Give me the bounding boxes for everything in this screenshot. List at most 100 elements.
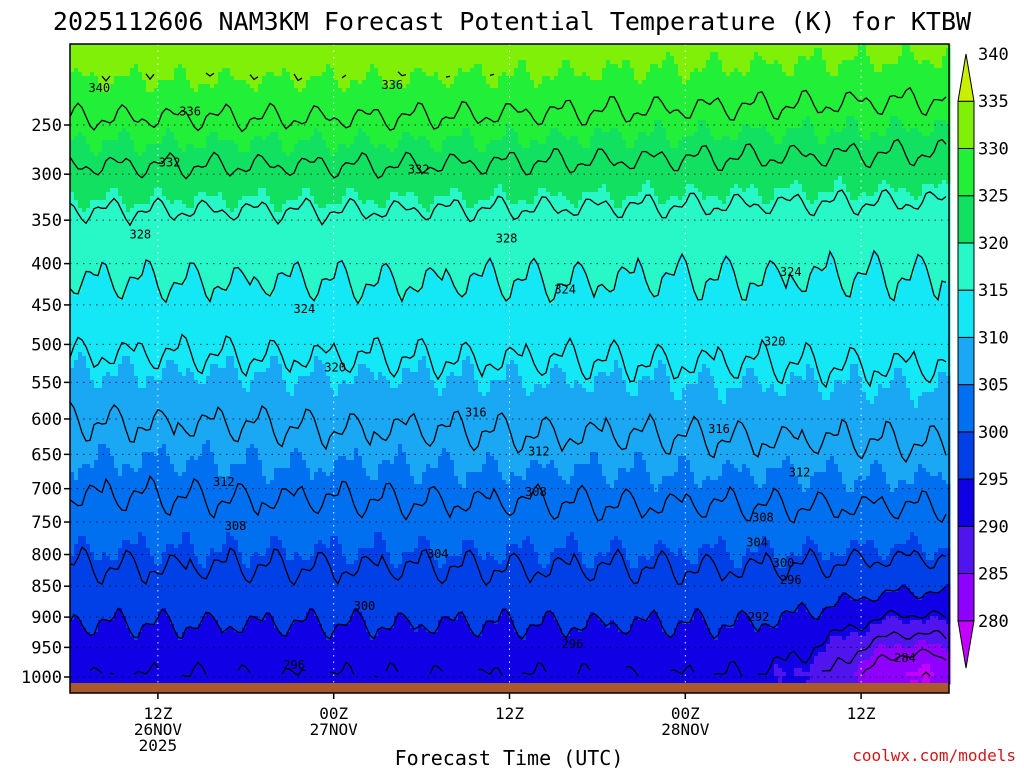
field-cell bbox=[82, 672, 87, 677]
field-cell bbox=[74, 192, 79, 197]
field-cell bbox=[74, 240, 79, 245]
field-cell bbox=[90, 504, 95, 509]
field-cell bbox=[78, 200, 83, 205]
field-cell bbox=[82, 364, 87, 369]
field-cell bbox=[78, 396, 83, 401]
field-cell bbox=[86, 244, 91, 249]
field-cell bbox=[74, 200, 79, 205]
field-cell bbox=[98, 232, 103, 237]
field-cell bbox=[86, 524, 91, 529]
field-cell bbox=[82, 80, 87, 85]
field-cell bbox=[90, 264, 95, 269]
field-cell bbox=[98, 328, 103, 333]
field-cell bbox=[90, 324, 95, 329]
field-cell bbox=[90, 136, 95, 141]
field-cell bbox=[94, 224, 99, 229]
field-cell bbox=[82, 392, 87, 397]
field-cell bbox=[102, 176, 107, 181]
field-cell bbox=[98, 156, 103, 161]
field-cell bbox=[74, 72, 79, 77]
field-cell bbox=[94, 496, 99, 501]
field-cell bbox=[86, 308, 91, 313]
field-cell bbox=[78, 296, 83, 301]
field-cell bbox=[74, 448, 79, 453]
field-cell bbox=[82, 264, 87, 269]
field-cell bbox=[74, 320, 79, 325]
field-cell bbox=[74, 440, 79, 445]
field-cell bbox=[94, 448, 99, 453]
field-cell bbox=[74, 628, 79, 633]
field-cell bbox=[98, 404, 103, 409]
field-cell bbox=[82, 284, 87, 289]
field-cell bbox=[86, 324, 91, 329]
field-cell bbox=[94, 504, 99, 509]
field-cell bbox=[78, 356, 83, 361]
field-cell bbox=[90, 612, 95, 617]
field-cell bbox=[82, 460, 87, 465]
field-cell bbox=[102, 116, 107, 121]
field-cell bbox=[82, 456, 87, 461]
field-cell bbox=[90, 104, 95, 109]
field-cell bbox=[86, 252, 91, 257]
field-cell bbox=[94, 144, 99, 149]
field-cell bbox=[86, 208, 91, 213]
field-cell bbox=[86, 500, 91, 505]
field-cell bbox=[78, 324, 83, 329]
field-cell bbox=[94, 476, 99, 481]
field-cell bbox=[90, 460, 95, 465]
field-cell bbox=[98, 464, 103, 469]
field-cell bbox=[82, 76, 87, 81]
field-cell bbox=[90, 96, 95, 101]
field-cell bbox=[94, 200, 99, 205]
field-cell bbox=[86, 504, 91, 509]
field-cell bbox=[74, 532, 79, 537]
field-cell bbox=[98, 508, 103, 513]
field-cell bbox=[90, 596, 95, 601]
field-cell bbox=[78, 92, 83, 97]
field-cell bbox=[98, 352, 103, 357]
field-cell bbox=[82, 416, 87, 421]
field-cell bbox=[98, 400, 103, 405]
field-cell bbox=[94, 328, 99, 333]
field-cell bbox=[98, 456, 103, 461]
field-cell bbox=[98, 568, 103, 573]
field-cell bbox=[78, 648, 83, 653]
field-cell bbox=[86, 320, 91, 325]
field-cell bbox=[74, 176, 79, 181]
field-cell bbox=[102, 140, 107, 145]
field-cell bbox=[94, 412, 99, 417]
field-cell bbox=[102, 180, 107, 185]
field-cell bbox=[74, 196, 79, 201]
field-cell bbox=[90, 244, 95, 249]
field-cell bbox=[98, 624, 103, 629]
field-cell bbox=[74, 140, 79, 145]
field-cell bbox=[82, 328, 87, 333]
field-cell bbox=[90, 532, 95, 537]
field-cell bbox=[94, 416, 99, 421]
field-cell bbox=[90, 540, 95, 545]
field-cell bbox=[98, 412, 103, 417]
field-cell bbox=[90, 500, 95, 505]
field-cell bbox=[74, 184, 79, 189]
field-cell bbox=[74, 456, 79, 461]
field-cell bbox=[78, 268, 83, 273]
field-cell bbox=[82, 564, 87, 569]
field-cell bbox=[78, 444, 83, 449]
field-cell bbox=[90, 508, 95, 513]
field-cell bbox=[102, 60, 107, 65]
field-cell bbox=[86, 396, 91, 401]
field-cell bbox=[82, 580, 87, 585]
field-cell bbox=[98, 220, 103, 225]
field-cell bbox=[78, 116, 83, 121]
field-cell bbox=[98, 384, 103, 389]
field-cell bbox=[98, 140, 103, 145]
field-cell bbox=[74, 428, 79, 433]
field-cell bbox=[74, 96, 79, 101]
field-cell bbox=[86, 280, 91, 285]
field-cell bbox=[94, 540, 99, 545]
field-cell bbox=[82, 128, 87, 133]
field-cell bbox=[78, 256, 83, 261]
field-cell bbox=[82, 88, 87, 93]
field-cell bbox=[74, 356, 79, 361]
field-cell bbox=[78, 612, 83, 617]
